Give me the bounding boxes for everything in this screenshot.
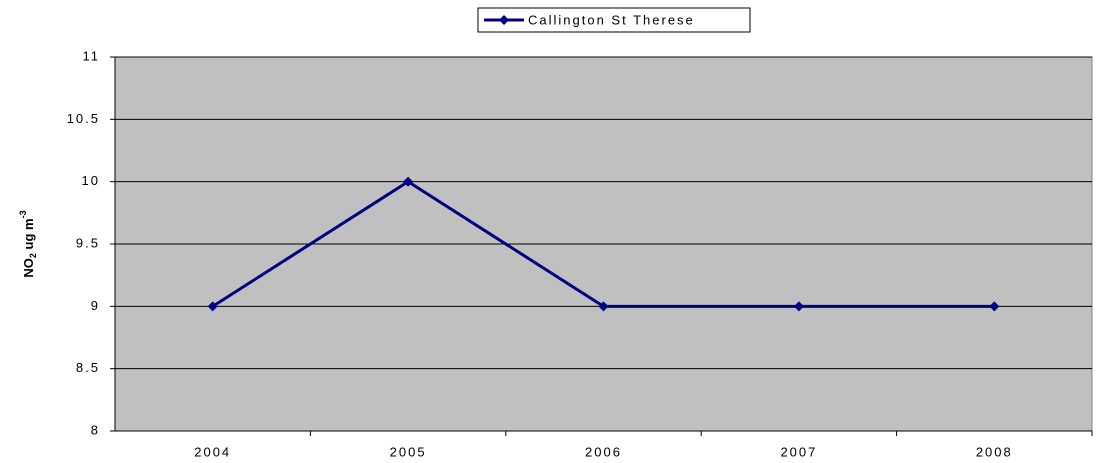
y-label-unit: ug m — [21, 218, 36, 253]
x-tick-label: 2008 — [976, 444, 1013, 459]
y-tick-label: 9 — [91, 298, 100, 313]
y-label-main: NO — [21, 258, 36, 278]
legend-label: Callington St Therese — [528, 12, 695, 27]
y-axis-label: NO2 ug m-3 — [18, 210, 38, 277]
marker — [207, 301, 218, 312]
marker — [989, 301, 1000, 312]
y-label-sup: -3 — [18, 210, 28, 218]
x-tick-label: 2005 — [390, 444, 427, 459]
y-tick-label: 11 — [83, 48, 101, 63]
marker — [793, 301, 804, 312]
x-tick-label: 2006 — [585, 444, 622, 459]
x-tick-label: 2004 — [194, 444, 231, 459]
y-tick-label: 9.5 — [76, 235, 100, 250]
y-tick-label: 8 — [91, 422, 100, 437]
y-tick-label: 10.5 — [67, 111, 100, 126]
marker — [403, 176, 414, 187]
marker — [598, 301, 609, 312]
y-tick-label: 10 — [82, 173, 100, 188]
legend-marker — [499, 15, 509, 25]
y-tick-label: 8.5 — [76, 360, 100, 375]
x-tick-label: 2007 — [780, 444, 817, 459]
y-label-sub: 2 — [28, 253, 38, 258]
